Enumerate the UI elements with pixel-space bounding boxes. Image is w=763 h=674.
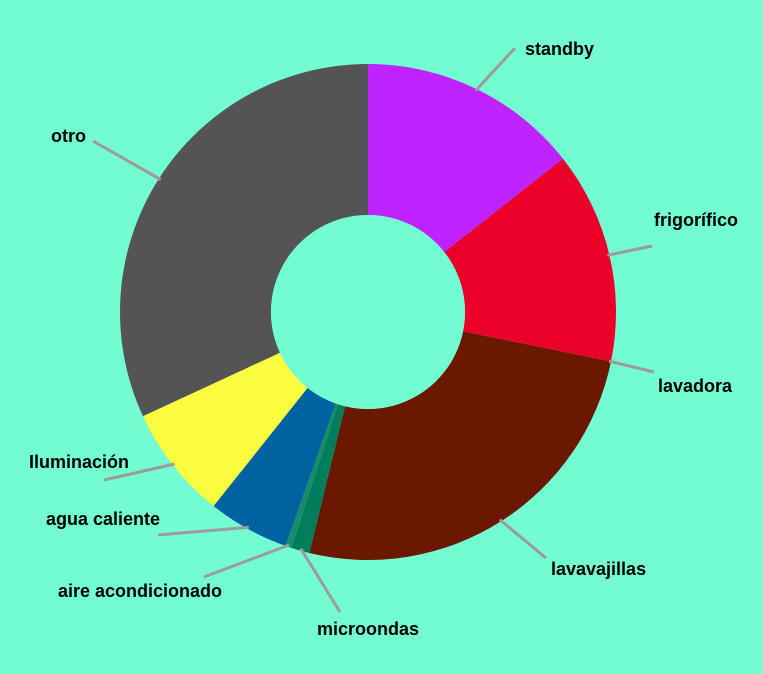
slice-label-microondas: microondas xyxy=(317,619,419,639)
slice-aire-acondicionado xyxy=(285,403,339,548)
slice-agua-caliente xyxy=(213,387,336,546)
slice-label-frigorifico: frigorífico xyxy=(654,210,738,230)
leader-line-otro xyxy=(92,139,162,181)
slice-label-otro: otro xyxy=(51,126,86,146)
leader-line-standby xyxy=(474,46,517,92)
slice-label-aire-acondicionado: aire acondicionado xyxy=(58,581,222,601)
slice-label-standby: standby xyxy=(525,39,594,59)
donut-hole xyxy=(271,215,465,409)
slice-lavavajillas xyxy=(309,331,612,560)
leader-line-frigorifico xyxy=(607,244,653,257)
slice-otro xyxy=(119,64,368,417)
slice-label-agua-caliente: agua caliente xyxy=(46,509,160,529)
leaders-layer xyxy=(92,46,655,613)
slice-label-lavavajillas: lavavajillas xyxy=(551,559,646,579)
leader-line-aire-acondicionado xyxy=(203,543,290,579)
leader-line-microondas xyxy=(299,547,342,613)
slice-label-lavadora: lavadora xyxy=(658,376,733,396)
slices-layer xyxy=(119,64,616,560)
leader-line-agua-caliente xyxy=(157,525,249,537)
leader-line-iluminacion xyxy=(103,462,175,482)
leader-line-lavadora xyxy=(608,359,655,374)
slice-standby xyxy=(368,64,563,253)
slice-frigorifico xyxy=(444,158,616,362)
slice-iluminacion xyxy=(142,352,308,507)
slice-label-iluminacion: Iluminación xyxy=(29,452,129,472)
labels-layer: standby frigorífico lavadora lavavajillas mi… xyxy=(29,39,738,639)
leader-line-lavavajillas xyxy=(498,518,547,560)
slice-microondas xyxy=(291,404,346,553)
